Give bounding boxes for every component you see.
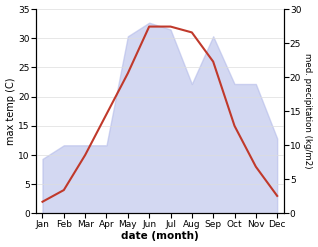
Y-axis label: med. precipitation (kg/m2): med. precipitation (kg/m2) (303, 54, 313, 169)
X-axis label: date (month): date (month) (121, 231, 199, 242)
Y-axis label: max temp (C): max temp (C) (5, 78, 16, 145)
